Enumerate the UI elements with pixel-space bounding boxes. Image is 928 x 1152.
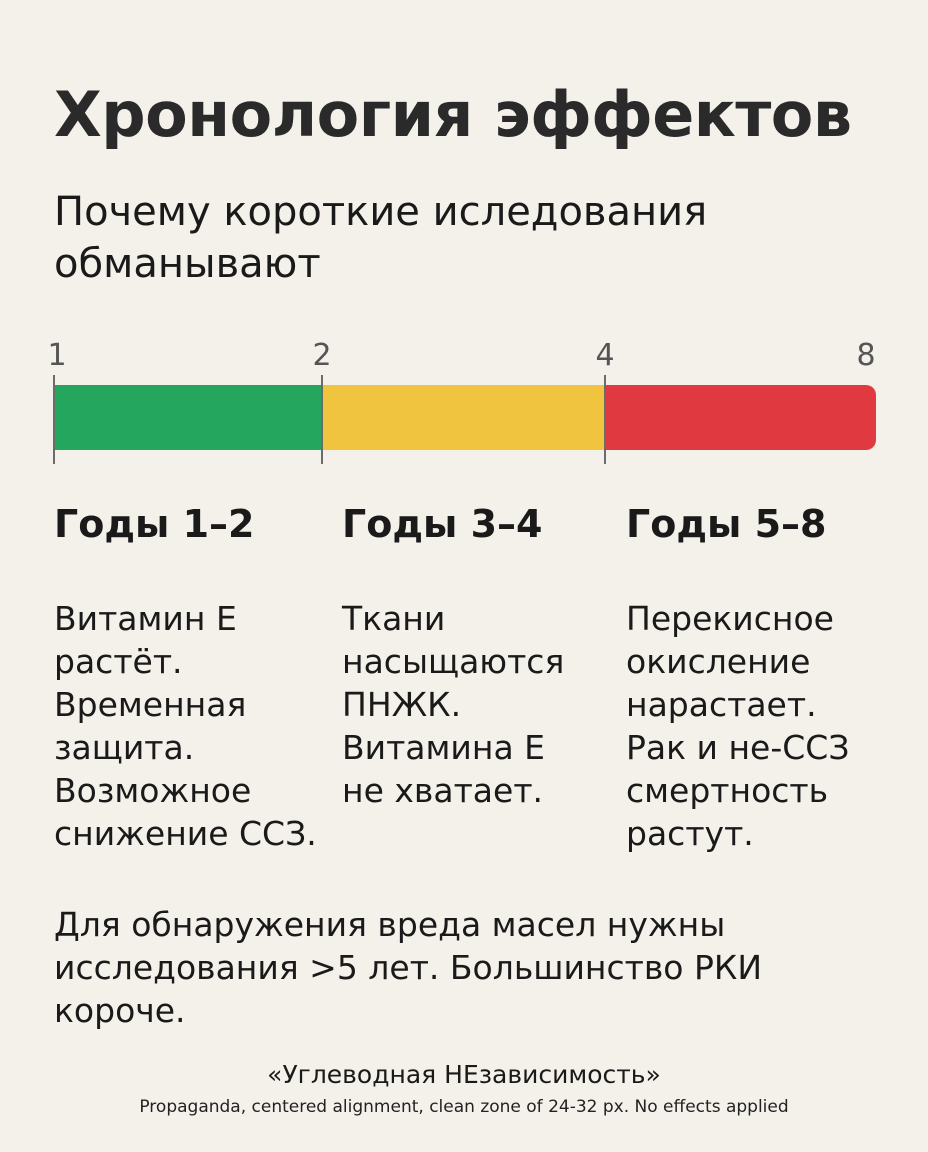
text-line: Рак и не-ССЗ bbox=[626, 728, 850, 767]
text-line: Перекисное bbox=[626, 599, 834, 638]
segment-years-1-2 bbox=[54, 385, 322, 450]
text-line: растёт. bbox=[54, 642, 183, 681]
column-text: Перекисное окисление нарастает. Рак и не… bbox=[626, 597, 906, 855]
text-line: растут. bbox=[626, 814, 754, 853]
text-line: Возможное bbox=[54, 771, 252, 810]
column-heading: Годы 5–8 bbox=[626, 502, 827, 546]
text-line: ПНЖК. bbox=[342, 685, 462, 724]
footer-brand: «Углеводная НЕзависимость» bbox=[267, 1060, 661, 1089]
column-heading: Годы 1–2 bbox=[54, 502, 255, 546]
column-text: Ткани насыщаются ПНЖК. Витамина Е не хва… bbox=[342, 597, 622, 812]
text-line: смертность bbox=[626, 771, 829, 810]
column-text: Витамин Е растёт. Временная защита. Возм… bbox=[54, 597, 334, 855]
text-line: Витамин Е bbox=[54, 599, 237, 638]
tick-label-1: 1 bbox=[47, 338, 67, 373]
footer-spec: Propaganda, centered alignment, clean zo… bbox=[139, 1097, 789, 1117]
text-line: не хватает. bbox=[342, 771, 544, 810]
tick-1 bbox=[53, 375, 55, 464]
text-line: Витамина Е bbox=[342, 728, 546, 767]
segment-years-3-4 bbox=[322, 385, 605, 450]
page-title: Хронология эффектов bbox=[54, 78, 852, 151]
text-line: снижение ССЗ. bbox=[54, 814, 317, 853]
tick-label-2: 2 bbox=[312, 338, 332, 373]
page-subtitle: Почему короткие иследования обманывают bbox=[54, 189, 708, 287]
text-line: окисление bbox=[626, 642, 811, 681]
tick-label-8: 8 bbox=[856, 338, 876, 373]
tick-2 bbox=[321, 375, 323, 464]
text-line: нарастает. bbox=[626, 685, 817, 724]
text-line: защита. bbox=[54, 728, 195, 767]
column-heading: Годы 3–4 bbox=[342, 502, 543, 546]
text-line: Временная bbox=[54, 685, 247, 724]
segment-years-5-8 bbox=[605, 385, 876, 450]
tick-4 bbox=[604, 375, 606, 464]
text-line: Ткани bbox=[342, 599, 446, 638]
tick-label-4: 4 bbox=[595, 338, 615, 373]
text-line: насыщаются bbox=[342, 642, 565, 681]
conclusion-note: Для обнаружения вреда масел нужны исслед… bbox=[54, 905, 763, 1030]
